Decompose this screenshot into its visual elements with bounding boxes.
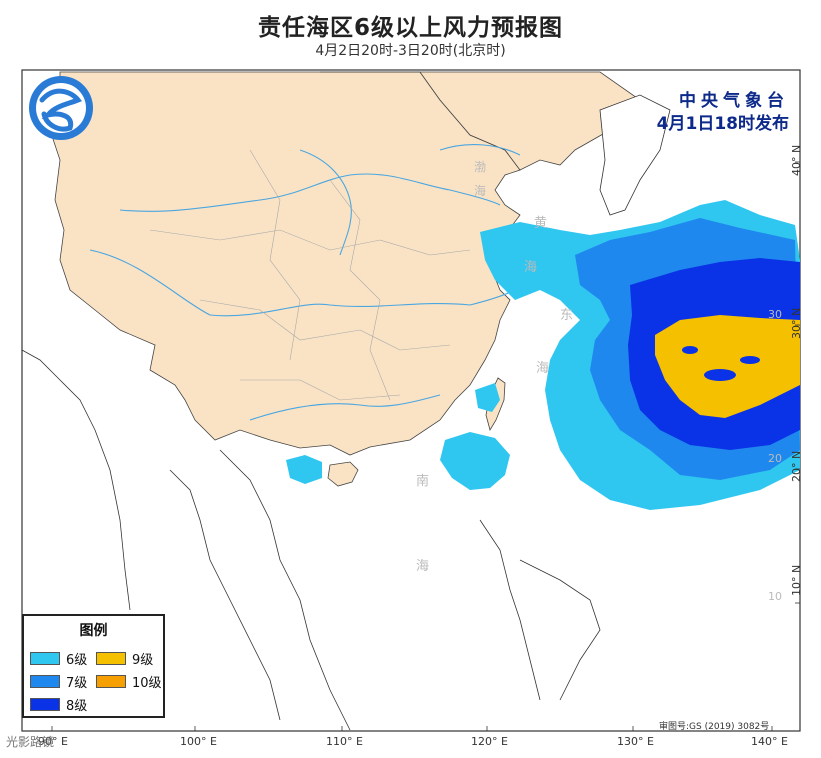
cma-logo	[29, 76, 93, 140]
legend-item-10: 10级	[96, 673, 162, 691]
hainan-island	[327, 461, 359, 487]
rivers	[89, 144, 521, 421]
lon-label-120: 120° E	[471, 735, 508, 748]
legend-item-8: 8级	[30, 696, 88, 714]
swatch-10	[96, 674, 126, 688]
lat-label-10: 10° N	[790, 564, 803, 596]
approval-number: 审图号:GS (2019) 3082号	[659, 722, 770, 732]
legend-label-7: 7级	[66, 675, 88, 691]
sea-label-huang-1: 黄	[534, 216, 548, 231]
lon-label-110: 110° E	[326, 735, 363, 748]
legend-label-8: 8级	[66, 698, 88, 714]
graticule-ticks	[51, 161, 800, 731]
legend-item-9: 9级	[96, 650, 154, 668]
lat-label-20: 20° N	[790, 450, 803, 482]
sea-label-huang-2: 海	[524, 260, 538, 275]
wind-zone-9	[655, 315, 800, 418]
swatch-9	[96, 651, 126, 665]
sea-label-dong-2: 海	[536, 361, 550, 376]
issuer-block: 中央气象台 4月1日18时发布	[657, 90, 789, 136]
sea-label-nan-2: 海	[416, 559, 430, 574]
southeast-asia-coast	[21, 349, 601, 731]
swatch-7	[30, 674, 60, 688]
grid-label-10: 10	[768, 590, 782, 603]
legend: 图例 6级 9级 7级 10级 8级	[22, 614, 165, 718]
legend-item-6: 6级	[30, 650, 88, 668]
map-title: 责任海区6级以上风力预报图	[257, 15, 563, 41]
legend-label-10: 10级	[132, 675, 162, 691]
map-subtitle: 4月2日20时-3日20时(北京时)	[315, 43, 506, 59]
grid-label-20: 20	[768, 452, 782, 465]
province-borders	[149, 149, 471, 401]
sea-label-bohai-2: 海	[474, 184, 487, 198]
legend-label-6: 6级	[66, 652, 88, 668]
swatch-8	[30, 697, 60, 711]
lat-label-40: 40° N	[790, 144, 803, 176]
lon-label-90: 90° E	[38, 735, 68, 748]
legend-item-7: 7级	[30, 673, 88, 691]
issuer-time: 4月1日18时发布	[656, 114, 789, 134]
lon-label-100: 100° E	[180, 735, 217, 748]
legend-title: 图例	[79, 623, 108, 639]
grid-label-30: 30	[768, 308, 782, 321]
sea-label-nan-1: 南	[416, 474, 430, 489]
sea-label-dong-1: 东	[560, 308, 574, 323]
lon-label-140: 140° E	[751, 735, 788, 748]
legend-label-9: 9级	[132, 652, 154, 668]
sea-label-bohai-1: 渤	[474, 160, 487, 174]
swatch-6	[30, 651, 60, 665]
lat-label-30: 30° N	[790, 307, 803, 339]
wind-zone-8-pockets	[682, 346, 760, 381]
lon-label-130: 130° E	[617, 735, 654, 748]
watermark: 光影路镜	[6, 735, 55, 749]
china-land	[49, 71, 521, 456]
issuer-name: 中央气象台	[679, 91, 789, 111]
